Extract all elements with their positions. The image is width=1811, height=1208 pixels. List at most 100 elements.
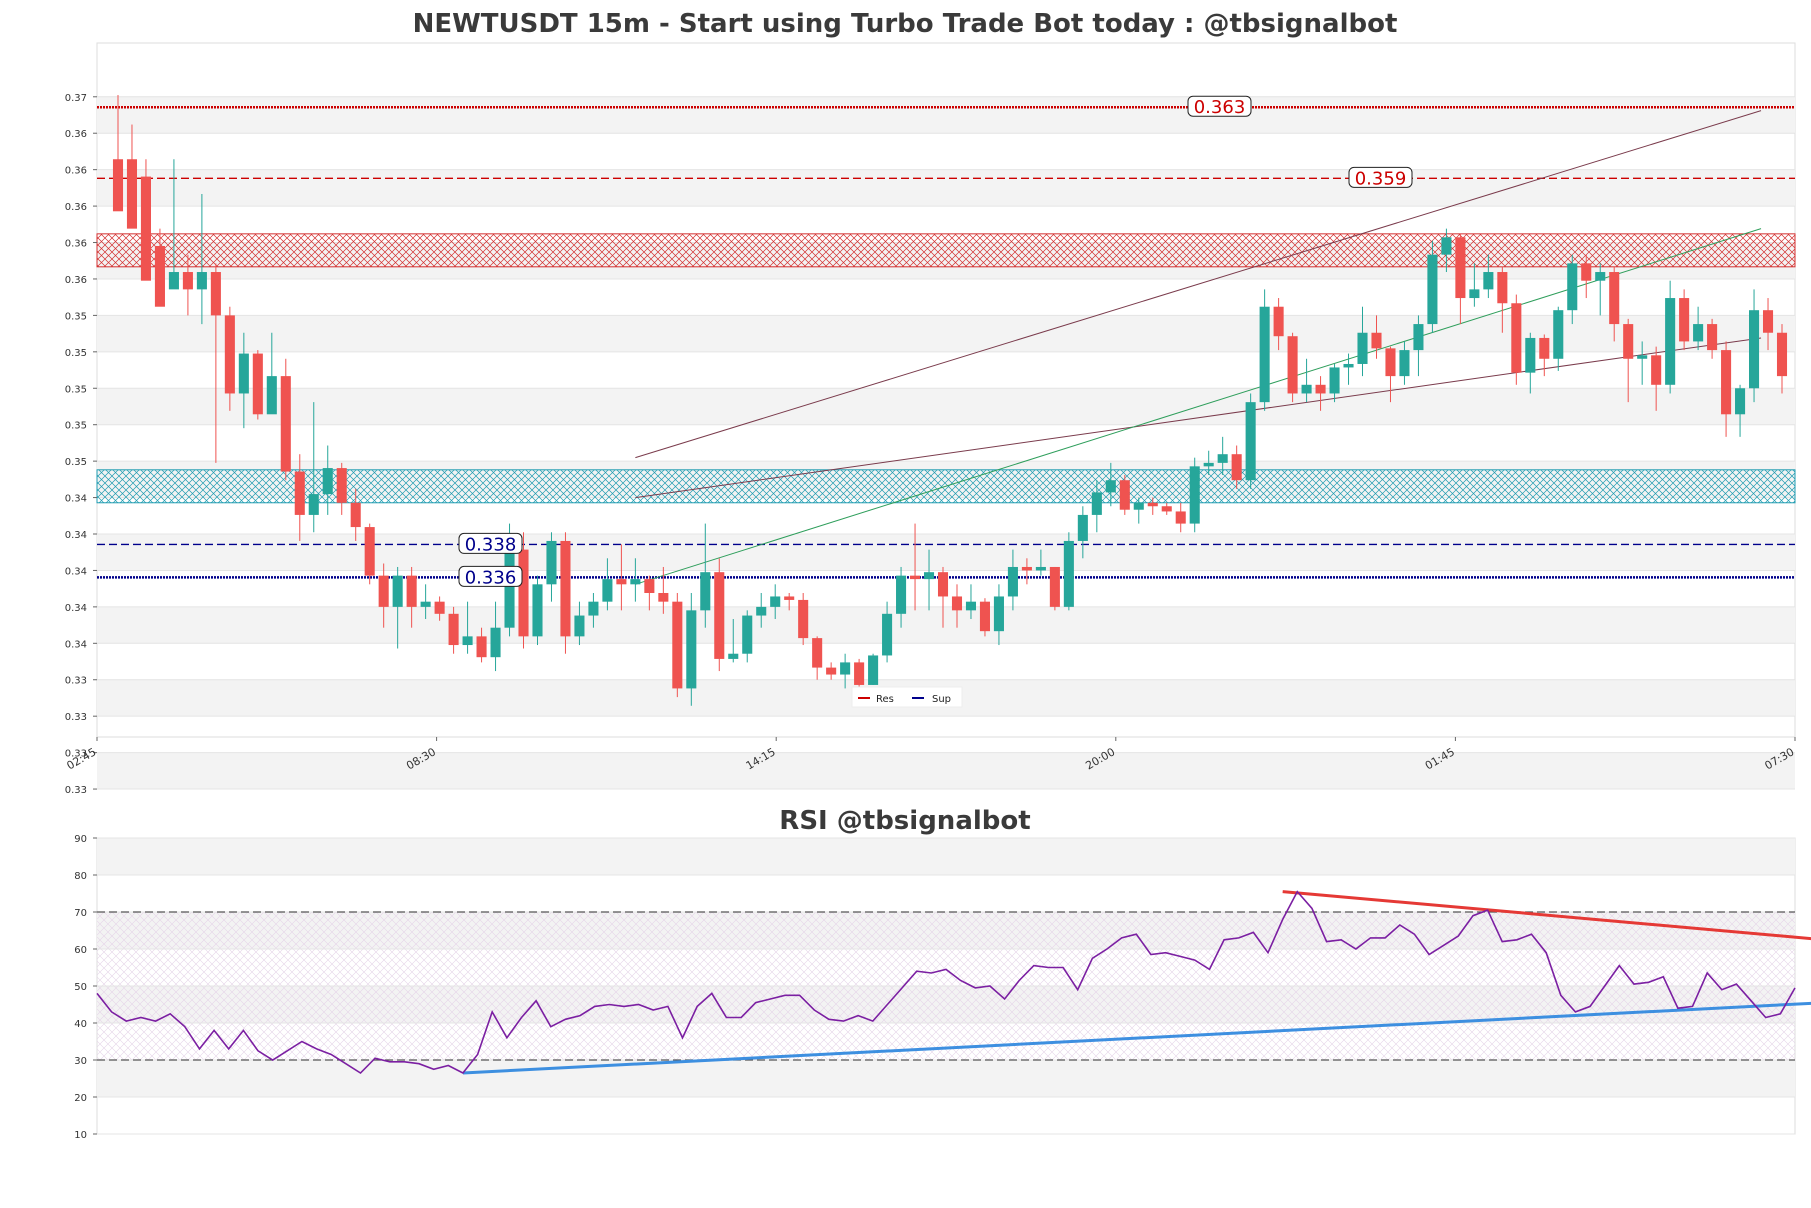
candle-body: [770, 596, 781, 607]
candle-body: [560, 540, 571, 637]
candle-body: [798, 599, 809, 639]
candle-body: [364, 527, 375, 576]
candle-body: [896, 575, 907, 614]
candle-body: [1776, 332, 1788, 377]
rsi-y-tick-label: 30: [74, 1056, 87, 1067]
candle-body: [993, 596, 1004, 632]
candle-body: [1091, 492, 1102, 515]
y-tick-label: 0.34: [65, 639, 87, 650]
candle-body: [1343, 363, 1354, 368]
candle-body: [182, 272, 193, 290]
y-tick-label: 0.35: [65, 311, 87, 322]
candle-body: [826, 667, 837, 675]
candle-body: [1483, 272, 1494, 290]
candle-body: [1329, 367, 1340, 394]
rsi-y-tick-label: 50: [74, 982, 87, 993]
candle-body: [1539, 337, 1550, 359]
candle-body: [1553, 310, 1564, 359]
y-tick-label: 0.35: [65, 421, 87, 432]
candle-body: [742, 615, 753, 654]
candle-body: [1609, 272, 1620, 325]
candle-body: [1161, 506, 1172, 512]
candle-body: [1581, 263, 1592, 281]
candle-body: [1637, 355, 1648, 359]
main-band: [97, 752, 1795, 790]
y-tick-label: 0.36: [65, 129, 87, 140]
candle-body: [1189, 466, 1200, 524]
candle-body: [756, 606, 767, 616]
candle-body: [294, 471, 305, 515]
candle-body: [434, 601, 445, 614]
candle-body: [1007, 566, 1018, 597]
candle-body: [252, 353, 263, 415]
candle-body: [1133, 502, 1144, 510]
candle-body: [210, 272, 221, 316]
y-tick-label: 0.35: [65, 348, 87, 359]
resistance-zone: [96, 233, 1796, 268]
candle-body: [1595, 272, 1606, 281]
candle-body: [1077, 514, 1088, 541]
candle-body: [1119, 480, 1130, 510]
rsi-y-tick-label: 20: [74, 1093, 87, 1104]
y-tick-label: 0.36: [65, 202, 87, 213]
candle-body: [951, 596, 963, 611]
rsi-y-tick-label: 40: [74, 1019, 87, 1030]
candle-body: [868, 655, 879, 685]
candle-body: [602, 579, 613, 602]
candle-body: [546, 540, 557, 585]
candle-body: [140, 176, 151, 281]
candle-body: [1231, 454, 1242, 481]
candle-body: [1693, 324, 1704, 342]
candle-body: [196, 272, 207, 290]
candle-body: [1315, 384, 1326, 394]
candle-body: [420, 601, 431, 607]
candle-body: [336, 468, 347, 503]
rsi-title: RSI @tbsignalbot: [779, 806, 1030, 836]
candle-body: [700, 572, 711, 611]
resistance-label-top-box: [1187, 95, 1252, 117]
rsi-line: [96, 890, 1796, 1075]
resistance-label-top: 0.363: [1194, 97, 1246, 118]
rsi-y-tick-label: 10: [74, 1130, 87, 1141]
y-tick-label: 0.35: [65, 384, 87, 395]
candle-body: [1623, 324, 1634, 359]
candle-body: [923, 572, 935, 580]
rsi-y-tick-label: 60: [74, 945, 87, 956]
candle-body: [532, 584, 543, 637]
candle-body: [112, 159, 124, 212]
candle-body: [1175, 511, 1186, 524]
candle-body: [1357, 332, 1368, 364]
candle-body: [1049, 566, 1060, 607]
candle-body: [644, 579, 655, 593]
support-label-bottom: 0.336: [465, 567, 517, 588]
y-tick-label: 0.33: [65, 712, 87, 723]
candles: [112, 95, 1788, 706]
candle-body: [518, 549, 529, 637]
candle-body: [448, 613, 459, 646]
candle-body: [476, 636, 487, 658]
candle-body: [1399, 350, 1410, 377]
candle-body: [910, 575, 921, 580]
rsi-support-trendline: [462, 1001, 1811, 1075]
candle-body: [1651, 355, 1662, 385]
rsi-y-tick-label: 90: [74, 834, 87, 845]
candle-body: [965, 601, 977, 611]
rsi-y-axis: 90 80 70 60 50 40 30 20 10: [74, 834, 97, 1141]
candle-body: [1105, 480, 1116, 493]
candle-body: [1259, 306, 1270, 403]
candle-body: [266, 376, 277, 415]
candle-body: [350, 502, 361, 528]
candle-body: [1371, 332, 1382, 349]
rsi-resistance-trendline: [1282, 890, 1811, 941]
candle-body: [1301, 384, 1312, 394]
resistance-label-second: 0.359: [1355, 168, 1407, 189]
rsi-band: [97, 838, 1795, 875]
main-band: [97, 534, 1795, 571]
candle-body: [392, 575, 403, 607]
candle-body: [1021, 566, 1032, 571]
candle-body: [686, 610, 697, 689]
candle-body: [658, 592, 669, 602]
candle-body: [1245, 402, 1256, 481]
main-plot-background: [96, 42, 1796, 790]
